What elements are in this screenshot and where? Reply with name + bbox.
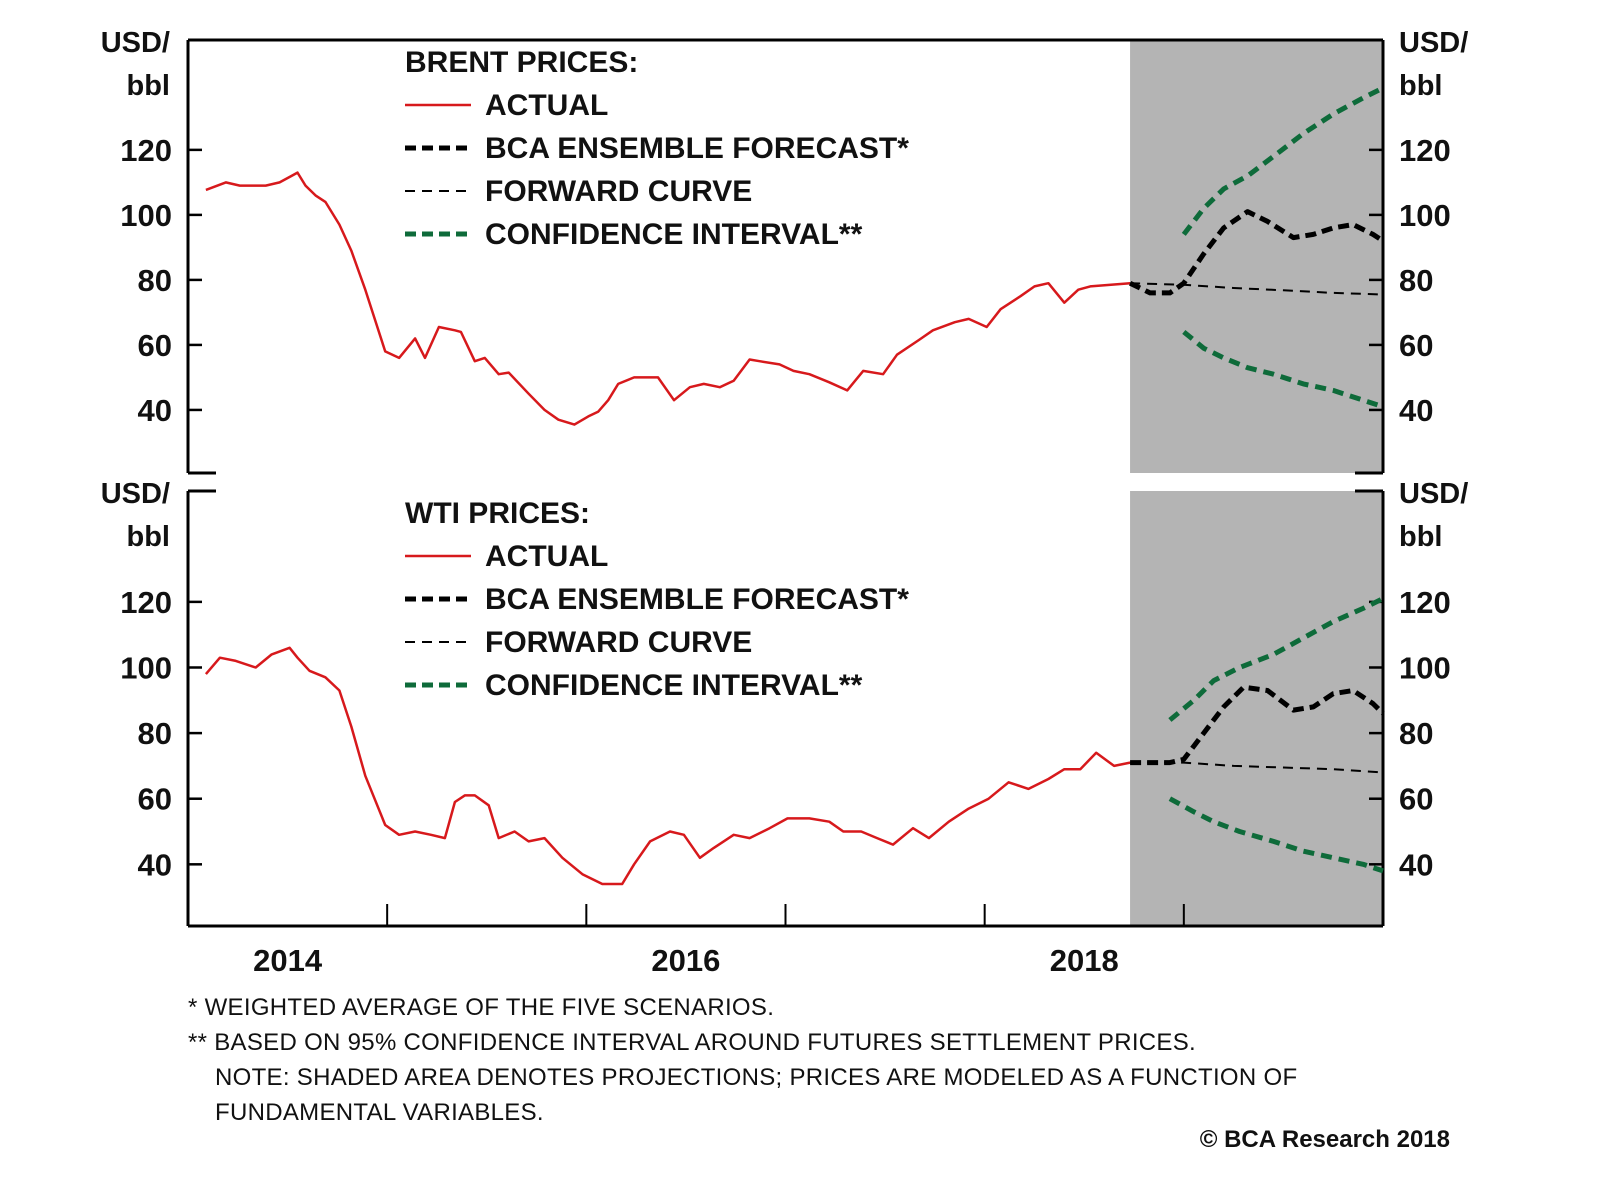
- y-tick-label-left: 120: [120, 133, 172, 168]
- y-axis-unit-right: bbl: [1399, 70, 1443, 102]
- y-tick-label-right: 100: [1399, 650, 1451, 685]
- y-axis-unit-left: USD/: [101, 478, 170, 510]
- y-tick-label-left: 40: [138, 847, 172, 882]
- brent-confidence-upper-line: [1181, 85, 1385, 236]
- footnote-fundamental-variables: FUNDAMENTAL VARIABLES.: [215, 1099, 544, 1126]
- brent-forward-curve-line: [1130, 282, 1384, 296]
- y-tick-label-left: 60: [138, 782, 172, 817]
- footnote-confidence-interval: ** BASED ON 95% CONFIDENCE INTERVAL AROU…: [188, 1029, 1197, 1056]
- projection-shaded-area: [1130, 491, 1383, 926]
- brent-actual-line: [205, 171, 1131, 426]
- wti-legend-title: WTI PRICES:: [405, 497, 590, 530]
- y-axis-unit-left: bbl: [127, 521, 171, 553]
- y-tick-label-right: 120: [1399, 585, 1451, 620]
- y-tick-label-left: 40: [138, 393, 172, 428]
- brent-legend-title: BRENT PRICES:: [405, 46, 638, 79]
- x-tick-label: 2014: [253, 943, 323, 978]
- x-tick-label: 2016: [651, 943, 720, 978]
- y-axis-unit-right: bbl: [1399, 521, 1443, 553]
- y-tick-label-right: 60: [1399, 782, 1433, 817]
- wti-forward-curve-line: [1130, 761, 1384, 774]
- legend-label: CONFIDENCE INTERVAL**: [485, 218, 863, 251]
- y-tick-label-left: 100: [120, 650, 172, 685]
- y-tick-label-left: 60: [138, 328, 172, 363]
- y-tick-label-left: 120: [120, 585, 172, 620]
- y-tick-label-right: 60: [1399, 328, 1433, 363]
- brent-ensemble-forecast-line: [1129, 209, 1385, 296]
- wti-panel: 40 40 60 60 80 80 100 100 120 120 USD/bbl USD/bbl WT…: [101, 478, 1469, 978]
- y-tick-label-left: 80: [138, 716, 172, 751]
- wti-confidence-upper-line: [1168, 596, 1385, 722]
- y-tick-label-left: 80: [138, 263, 172, 298]
- wti-confidence-lower-line: [1168, 796, 1384, 874]
- legend-label: ACTUAL: [485, 89, 608, 122]
- legend-label: CONFIDENCE INTERVAL**: [485, 669, 863, 702]
- y-tick-label-right: 40: [1399, 393, 1433, 428]
- y-tick-label-right: 80: [1399, 716, 1433, 751]
- x-tick-label: 2018: [1050, 943, 1119, 978]
- copyright: © BCA Research 2018: [1199, 1126, 1450, 1153]
- y-axis-unit-left: USD/: [101, 27, 170, 59]
- y-tick-label-right: 120: [1399, 133, 1451, 168]
- legend-label: FORWARD CURVE: [485, 175, 752, 208]
- y-tick-label-right: 80: [1399, 263, 1433, 298]
- legend-label: BCA ENSEMBLE FORECAST*: [485, 132, 909, 165]
- y-axis-unit-left: bbl: [127, 70, 171, 102]
- footnote-weighted-average: * WEIGHTED AVERAGE OF THE FIVE SCENARIOS…: [188, 994, 775, 1021]
- footnote-shaded-area: NOTE: SHADED AREA DENOTES PROJECTIONS; P…: [215, 1064, 1298, 1091]
- y-axis-unit-right: USD/: [1399, 27, 1468, 59]
- y-tick-label-right: 100: [1399, 198, 1451, 233]
- legend-label: BCA ENSEMBLE FORECAST*: [485, 583, 909, 616]
- y-tick-label-left: 100: [120, 198, 172, 233]
- brent-confidence-lower-line: [1182, 329, 1384, 410]
- brent-panel: 40 40 60 60 80 80 100 100 120 120 USD/bbl USD/bbl BR…: [101, 27, 1468, 475]
- y-axis-unit-right: USD/: [1399, 478, 1468, 510]
- legend-label: FORWARD CURVE: [485, 626, 752, 659]
- wti-actual-line: [204, 646, 1131, 886]
- legend-label: ACTUAL: [485, 540, 608, 573]
- y-tick-label-right: 40: [1399, 847, 1433, 882]
